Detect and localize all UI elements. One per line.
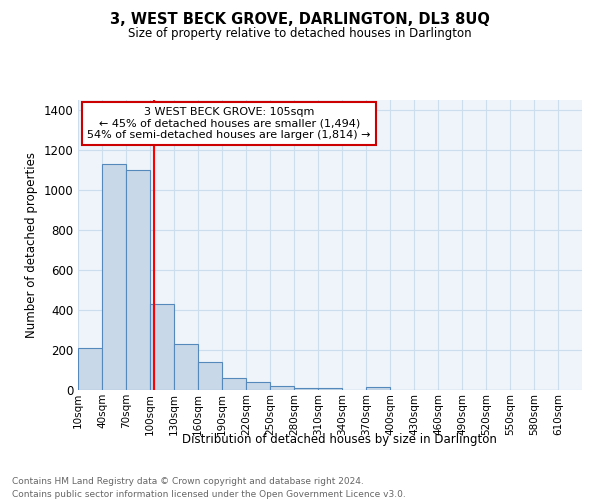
Bar (78, 348, 102, 390)
Text: Contains public sector information licensed under the Open Government Licence v3: Contains public sector information licen… (12, 490, 406, 499)
Text: Distribution of detached houses by size in Darlington: Distribution of detached houses by size … (182, 432, 496, 446)
Bar (102, 164, 126, 390)
Bar (126, 170, 150, 390)
Bar (174, 344, 198, 390)
Bar (270, 386, 294, 390)
Text: 3 WEST BECK GROVE: 105sqm
← 45% of detached houses are smaller (1,494)
54% of se: 3 WEST BECK GROVE: 105sqm ← 45% of detac… (88, 108, 371, 140)
Bar (318, 388, 342, 390)
Bar (150, 304, 174, 390)
Bar (246, 382, 270, 390)
Text: 3, WEST BECK GROVE, DARLINGTON, DL3 8UQ: 3, WEST BECK GROVE, DARLINGTON, DL3 8UQ (110, 12, 490, 28)
Bar (294, 388, 318, 390)
Bar (198, 362, 222, 390)
Y-axis label: Number of detached properties: Number of detached properties (25, 152, 38, 338)
Bar (222, 378, 246, 390)
Text: Size of property relative to detached houses in Darlington: Size of property relative to detached ho… (128, 28, 472, 40)
Text: Contains HM Land Registry data © Crown copyright and database right 2024.: Contains HM Land Registry data © Crown c… (12, 478, 364, 486)
Bar (366, 387, 390, 390)
